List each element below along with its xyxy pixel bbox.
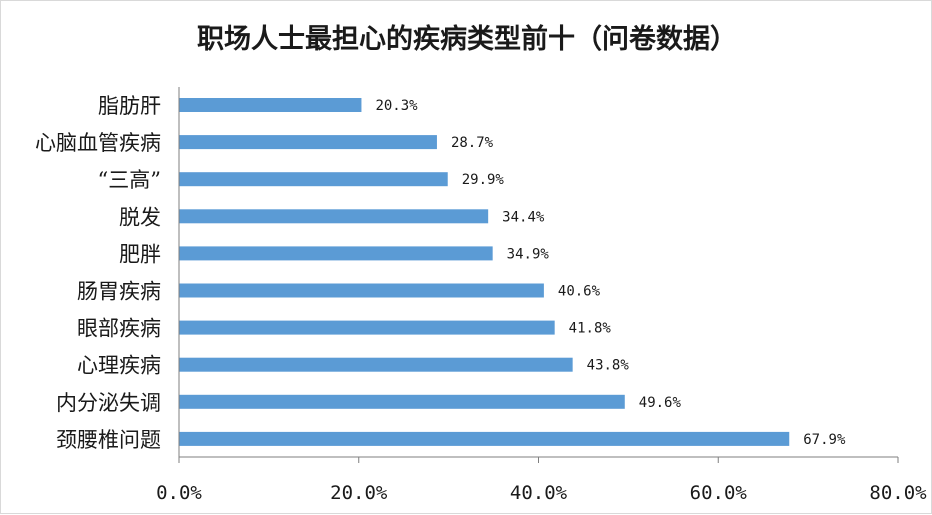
x-tick-labels-group: 0.0% 20.0% 40.0% 60.0% 80.0%: [156, 482, 927, 504]
value-label: 41.8%: [569, 321, 612, 337]
category-label: 肠胃疾病: [77, 280, 161, 304]
bar: [179, 209, 489, 224]
category-label: 心理疾病: [77, 354, 161, 378]
value-label: 28.7%: [451, 135, 494, 151]
category-label: 肥胖: [119, 242, 161, 266]
category-label: 脱发: [119, 205, 161, 229]
value-label: 20.3%: [375, 98, 418, 114]
bar: [179, 283, 544, 298]
value-labels-group: 20.3% 28.7% 29.9% 34.4% 34.9% 40.6% 41.8% 43.8%…: [375, 98, 846, 448]
x-tick-label: 40.0%: [510, 482, 568, 504]
x-tick-label: 0.0%: [156, 482, 202, 504]
category-label: “三高”: [98, 168, 161, 192]
value-label: 43.8%: [587, 358, 630, 374]
x-tick-label: 20.0%: [330, 482, 388, 504]
bar: [179, 431, 790, 446]
bar: [179, 135, 437, 150]
bar: [179, 394, 625, 409]
value-label: 29.9%: [462, 172, 505, 188]
x-axis: [178, 87, 899, 463]
bar: [179, 246, 493, 261]
x-tick-label: 60.0%: [690, 482, 748, 504]
category-label: 眼部疾病: [77, 317, 161, 341]
value-label: 34.9%: [507, 246, 550, 262]
value-label: 40.6%: [558, 284, 601, 300]
value-label: 34.4%: [502, 209, 545, 225]
x-tick-label: 80.0%: [869, 482, 927, 504]
bar: [179, 357, 573, 372]
value-label: 67.9%: [803, 432, 846, 448]
bar: [179, 98, 362, 112]
category-label: 内分泌失调: [56, 391, 161, 415]
chart-title: 职场人士最担心的疾病类型前十（问卷数据）: [197, 23, 737, 55]
category-label: 心脑血管疾病: [35, 131, 161, 155]
value-label: 49.6%: [639, 395, 682, 411]
bar: [179, 172, 448, 187]
category-label: 脂肪肝: [98, 94, 161, 118]
bar: [179, 320, 555, 335]
bars-group: [179, 98, 790, 446]
category-label: 颈腰椎问题: [56, 428, 161, 452]
